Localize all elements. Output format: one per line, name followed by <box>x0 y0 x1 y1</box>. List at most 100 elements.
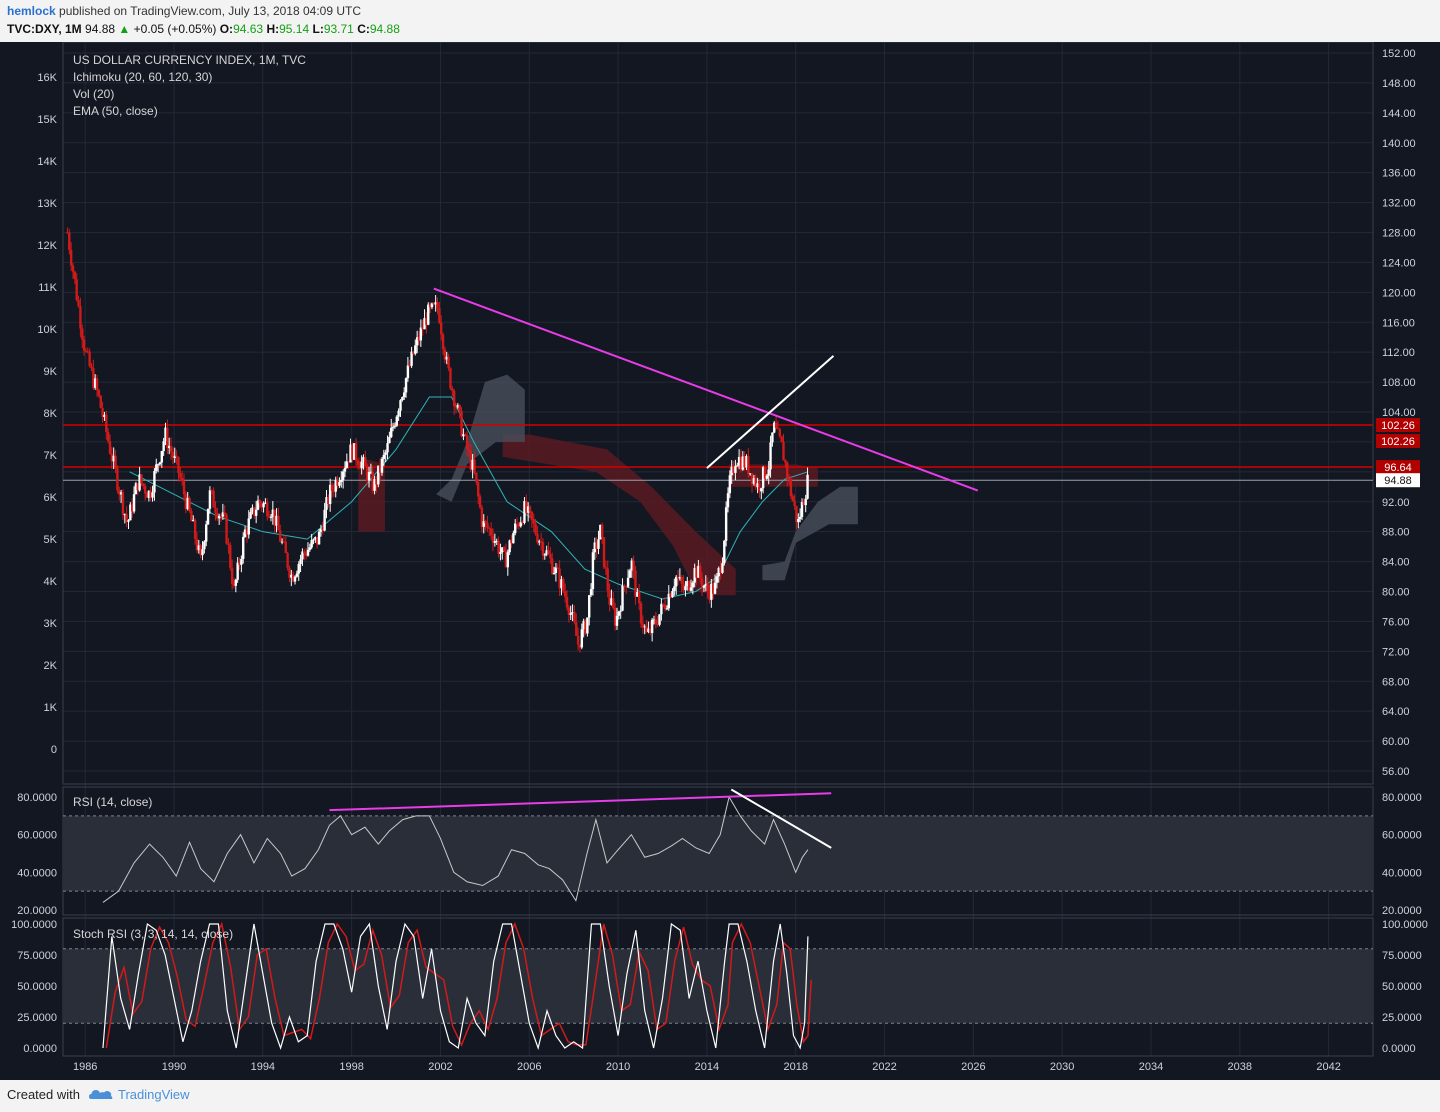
candle-body-327 <box>671 590 674 598</box>
candle-body-139 <box>323 509 326 531</box>
rsi-right-tick-60.0000: 60.0000 <box>1382 830 1422 842</box>
legend-vol[interactable]: Vol (20) <box>73 87 114 101</box>
candle-body-312 <box>643 626 646 628</box>
trendline-magenta-resistance[interactable] <box>433 287 979 492</box>
candle-body-361 <box>734 466 737 473</box>
trendline-rsi-magenta[interactable] <box>329 792 832 812</box>
candle-body-141 <box>327 497 330 505</box>
candle-body-179 <box>397 410 400 417</box>
candle-body-156 <box>354 443 358 461</box>
tradingview-link[interactable]: TradingView <box>118 1087 190 1102</box>
candle-body-6 <box>77 299 80 307</box>
candle-body-58 <box>173 455 176 458</box>
candle-body-314 <box>647 628 650 632</box>
candle-body-253 <box>534 523 537 534</box>
candle-body-332 <box>680 576 683 584</box>
candle-body-107 <box>264 502 267 504</box>
candle-body-219 <box>471 459 474 470</box>
candle-body-148 <box>340 479 343 483</box>
y-left-tick-9K: 9K <box>44 366 58 378</box>
candle-body-234 <box>499 552 502 554</box>
candle-body-398 <box>802 502 806 506</box>
candles <box>66 227 809 653</box>
candle-body-300 <box>621 585 624 611</box>
candle-body-251 <box>530 511 534 521</box>
candle-body-257 <box>541 541 545 556</box>
author-link[interactable]: hemlock <box>7 4 56 18</box>
legend-rsi[interactable]: RSI (14, close) <box>73 795 152 809</box>
candle-body-136 <box>317 531 321 545</box>
rsi-right-tick-80.0000: 80.0000 <box>1382 792 1422 804</box>
candle-body-54 <box>166 427 169 449</box>
rsi-pane <box>63 788 1373 903</box>
candle-body-328 <box>673 586 676 591</box>
candle-body-39 <box>138 474 141 491</box>
legend-stoch[interactable]: Stoch RSI (3, 3, 14, 14, close) <box>73 927 233 941</box>
candle-body-94 <box>240 558 243 565</box>
trendlines[interactable] <box>433 287 979 492</box>
candle-body-347 <box>708 591 711 600</box>
candle-body-16 <box>95 378 99 391</box>
candle-body-71 <box>197 545 201 551</box>
rsi-left-tick-20.0000: 20.0000 <box>17 905 57 917</box>
candle-body-224 <box>480 507 484 527</box>
candle-body-282 <box>588 595 591 618</box>
candle-body-268 <box>562 579 565 592</box>
x-tick-1998: 1998 <box>339 1061 363 1073</box>
candle-body-0 <box>66 232 69 234</box>
candle-body-205 <box>445 356 448 360</box>
candle-body-323 <box>663 604 667 609</box>
candle-body-85 <box>223 512 226 515</box>
rsi-right-tick-40.0000: 40.0000 <box>1382 867 1422 879</box>
candle-body-218 <box>469 450 473 470</box>
legend: US DOLLAR CURRENCY INDEX, 1M, TVC Ichimo… <box>73 53 306 941</box>
candle-body-44 <box>147 490 151 498</box>
candle-body-73 <box>201 549 204 556</box>
x-tick-2030: 2030 <box>1050 1061 1074 1073</box>
candle-body-8 <box>81 328 84 340</box>
candle-body-81 <box>216 512 219 519</box>
candle-body-306 <box>632 560 635 571</box>
candle-body-288 <box>599 524 602 540</box>
candle-body-168 <box>377 465 380 485</box>
candle-body-254 <box>536 533 539 543</box>
trendline-rsi-white[interactable] <box>730 788 832 849</box>
candle-body-318 <box>654 619 658 625</box>
x-tick-2014: 2014 <box>695 1061 719 1073</box>
candle-body-176 <box>391 426 395 428</box>
candle-body-87 <box>227 543 230 546</box>
candle-body-227 <box>486 522 489 529</box>
legend-ema[interactable]: EMA (50, close) <box>73 104 158 118</box>
candle-body-357 <box>726 493 730 508</box>
created-with-text: Created with <box>7 1087 80 1102</box>
candle-body-261 <box>549 554 552 559</box>
price-tag-bg-96.64 <box>1376 460 1420 475</box>
trendline-white-upper[interactable] <box>706 355 835 469</box>
stoch-right-tick-100.0000: 100.0000 <box>1382 919 1428 931</box>
y-left-tick-8K: 8K <box>44 408 58 420</box>
candle-body-387 <box>782 442 785 461</box>
horizontal-levels <box>63 424 1373 481</box>
candle-body-127 <box>301 551 304 560</box>
candle-body-83 <box>219 515 223 517</box>
symbol-label: TVC:DXY, 1M <box>7 22 82 36</box>
candle-body-203 <box>441 334 445 350</box>
candle-body-362 <box>736 465 739 467</box>
y-right-tick-68.00: 68.00 <box>1382 676 1410 688</box>
candle-body-340 <box>695 568 698 578</box>
candle-body-284 <box>591 552 595 590</box>
candle-body-330 <box>676 576 680 579</box>
legend-ichimoku[interactable]: Ichimoku (20, 60, 120, 30) <box>73 70 212 84</box>
candle-body-371 <box>752 478 756 484</box>
candle-body-91 <box>234 579 238 586</box>
chart-canvas[interactable]: 1986 1990 1994 1998 2002 2006 2010 2014 2018 2022… <box>0 42 1440 1080</box>
candle-body-378 <box>765 475 769 479</box>
candle-body-325 <box>667 593 670 609</box>
candle-body-345 <box>704 583 707 586</box>
y-right-tick-108.00: 108.00 <box>1382 377 1416 389</box>
candle-body-392 <box>791 496 794 502</box>
legend-title: US DOLLAR CURRENCY INDEX, 1M, TVC <box>73 53 306 67</box>
candle-body-124 <box>295 573 299 577</box>
candle-body-159 <box>360 461 363 469</box>
candle-body-352 <box>717 568 720 577</box>
